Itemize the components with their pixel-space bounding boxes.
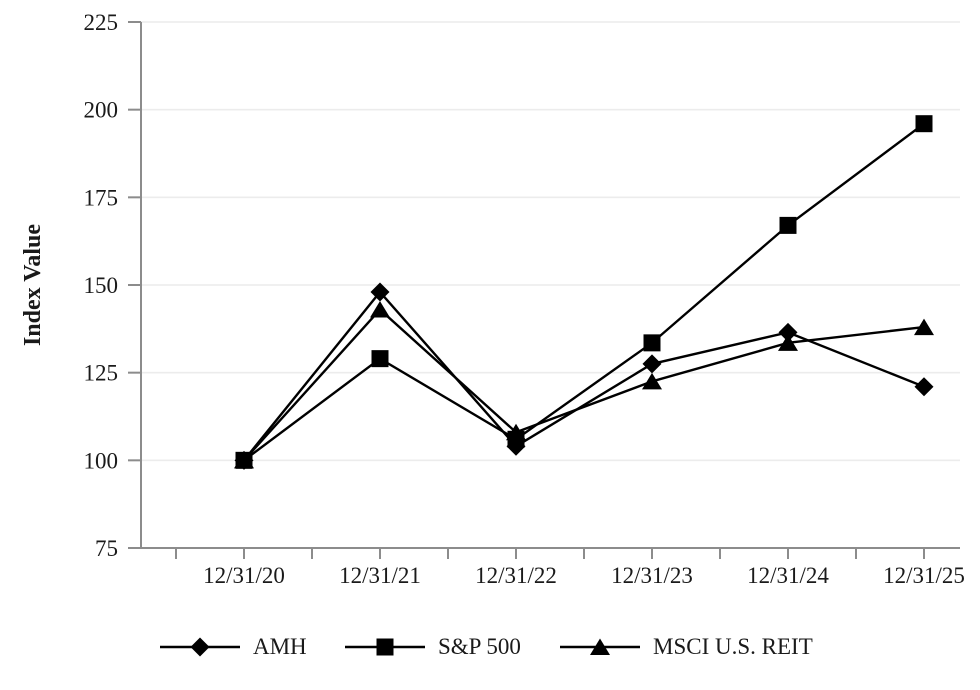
legend-label-sp500: S&P 500 (438, 634, 521, 659)
legend-marker-shape-s-p-500 (376, 638, 394, 656)
y-tick-label-75: 75 (95, 536, 118, 561)
legend-square-marker-icon (345, 638, 425, 656)
y-tick-labels: 75 100 125 150 175 200 225 (84, 10, 119, 561)
marker-s-p-500-4 (779, 216, 797, 234)
legend-label-amh: AMH (253, 634, 307, 659)
marker-msci-u-s-reit-5 (914, 318, 934, 336)
series-s-p-500 (235, 115, 933, 469)
legend-item-sp500: S&P 500 (345, 632, 521, 662)
marker-amh-5 (914, 377, 934, 397)
x-tick-label-12-31-20: 12/31/20 (203, 563, 285, 588)
marker-msci-u-s-reit-0 (234, 451, 254, 469)
y-axis-title: Index Value (20, 224, 46, 346)
marker-msci-u-s-reit-4 (778, 334, 798, 351)
series-msci-u-s-reit (234, 301, 934, 469)
legend-item-amh: AMH (160, 632, 307, 662)
legend-label-reit: MSCI U.S. REIT (653, 634, 813, 659)
legend-triangle-marker-icon (560, 638, 640, 655)
gridlines (141, 21, 960, 462)
x-tick-label-12-31-24: 12/31/24 (747, 563, 829, 588)
marker-amh-1 (370, 282, 390, 302)
y-tick-label-225: 225 (84, 10, 119, 35)
chart-legend: AMH S&P 500 MSCI U.S. REIT (0, 630, 980, 670)
y-tick-label-175: 175 (84, 185, 119, 210)
y-tick-label-200: 200 (84, 98, 119, 123)
x-tick-label-12-31-25: 12/31/25 (883, 563, 965, 588)
series-line-msci-u-s-reit (243, 307, 925, 462)
series-line-amh (243, 290, 925, 462)
y-tick-label-125: 125 (84, 361, 119, 386)
marker-amh-4 (778, 322, 798, 342)
y-tick-label-100: 100 (84, 448, 119, 473)
legend-item-reit: MSCI U.S. REIT (560, 632, 813, 662)
legend-marker-shape-msci-u-s-reit (590, 638, 610, 655)
marker-s-p-500-3 (643, 334, 661, 352)
series-amh (234, 282, 934, 470)
marker-s-p-500-1 (371, 350, 389, 368)
legend-diamond-marker-icon (160, 637, 240, 657)
x-tick-labels: 12/31/20 12/31/21 12/31/22 12/31/23 12/31/24… (203, 563, 965, 588)
marker-msci-u-s-reit-2 (506, 423, 526, 441)
x-tick-label-12-31-22: 12/31/22 (475, 563, 557, 588)
marker-msci-u-s-reit-3 (642, 372, 662, 390)
axes (128, 21, 960, 559)
legend-marker-shape-amh (190, 637, 210, 657)
series-line-s-p-500 (243, 122, 925, 462)
marker-s-p-500-5 (915, 115, 933, 133)
marker-amh-3 (642, 354, 662, 374)
x-tick-label-12-31-21: 12/31/21 (339, 563, 421, 588)
marker-msci-u-s-reit-1 (370, 301, 390, 318)
x-tick-label-12-31-23: 12/31/23 (611, 563, 693, 588)
y-tick-label-150: 150 (84, 273, 119, 298)
